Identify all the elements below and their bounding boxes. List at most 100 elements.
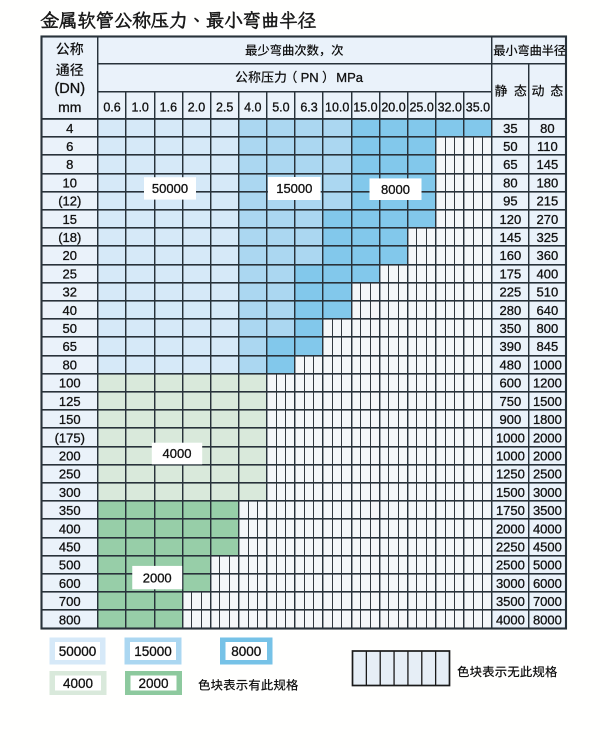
- svg-text:1000: 1000: [496, 448, 525, 463]
- svg-text:280: 280: [500, 303, 522, 318]
- svg-text:2.0: 2.0: [188, 101, 205, 115]
- svg-text:145: 145: [537, 157, 559, 172]
- svg-text:2000: 2000: [138, 676, 168, 691]
- svg-text:3500: 3500: [533, 503, 562, 518]
- svg-text:3000: 3000: [533, 485, 562, 500]
- svg-text:2500: 2500: [496, 558, 525, 573]
- svg-text:8000: 8000: [381, 182, 410, 197]
- svg-text:(12): (12): [58, 194, 81, 209]
- svg-text:3000: 3000: [496, 576, 525, 591]
- svg-text:800: 800: [59, 612, 81, 627]
- svg-text:800: 800: [537, 321, 559, 336]
- svg-text:6: 6: [66, 139, 73, 154]
- svg-text:4.0: 4.0: [244, 101, 261, 115]
- svg-text:175: 175: [500, 266, 522, 281]
- svg-text:PN: PN: [301, 70, 319, 85]
- svg-text:510: 510: [537, 285, 559, 300]
- svg-text:225: 225: [500, 285, 522, 300]
- svg-text:1750: 1750: [496, 503, 525, 518]
- svg-text:700: 700: [59, 594, 81, 609]
- svg-text:1800: 1800: [533, 412, 562, 427]
- svg-text:8000: 8000: [231, 644, 261, 659]
- svg-text:600: 600: [59, 576, 81, 591]
- svg-text:32: 32: [63, 285, 77, 300]
- svg-text:5.0: 5.0: [272, 101, 289, 115]
- svg-text:1.6: 1.6: [160, 101, 177, 115]
- svg-text:10.0: 10.0: [325, 101, 349, 115]
- svg-text:8: 8: [66, 157, 73, 172]
- svg-text:160: 160: [500, 248, 522, 263]
- svg-text:2000: 2000: [533, 448, 562, 463]
- svg-text:900: 900: [500, 412, 522, 427]
- svg-text:20: 20: [63, 248, 77, 263]
- svg-text:360: 360: [537, 248, 559, 263]
- svg-text:1200: 1200: [533, 376, 562, 391]
- svg-text:200: 200: [59, 448, 81, 463]
- svg-text:600: 600: [500, 376, 522, 391]
- svg-text:1250: 1250: [496, 467, 525, 482]
- svg-text:7000: 7000: [533, 594, 562, 609]
- svg-text:50000: 50000: [59, 644, 97, 659]
- svg-text:20.0: 20.0: [381, 101, 405, 115]
- svg-text:250: 250: [59, 467, 81, 482]
- svg-text:2.5: 2.5: [216, 101, 233, 115]
- svg-text:400: 400: [537, 266, 559, 281]
- svg-text:100: 100: [59, 376, 81, 391]
- svg-text:25: 25: [63, 266, 77, 281]
- svg-text:(175): (175): [55, 430, 85, 445]
- svg-text:2000: 2000: [143, 570, 172, 585]
- svg-text:50000: 50000: [152, 181, 188, 196]
- svg-text:40: 40: [63, 303, 77, 318]
- svg-text:110: 110: [537, 139, 558, 154]
- svg-text:50: 50: [503, 139, 517, 154]
- svg-text:215: 215: [537, 194, 559, 209]
- svg-text:145: 145: [500, 230, 522, 245]
- svg-text:120: 120: [500, 212, 522, 227]
- svg-text:4000: 4000: [496, 612, 525, 627]
- svg-text:2250: 2250: [496, 539, 525, 554]
- svg-text:845: 845: [537, 339, 559, 354]
- svg-text:10: 10: [63, 175, 77, 190]
- svg-text:450: 450: [59, 539, 81, 554]
- svg-text:270: 270: [537, 212, 559, 227]
- svg-text:32.0: 32.0: [438, 101, 462, 115]
- svg-text:4: 4: [66, 121, 73, 136]
- svg-text:35.0: 35.0: [466, 101, 490, 115]
- svg-text:8000: 8000: [533, 612, 562, 627]
- svg-text:80: 80: [63, 357, 77, 372]
- svg-text:1000: 1000: [533, 357, 562, 372]
- svg-text:65: 65: [63, 339, 77, 354]
- svg-text:125: 125: [59, 394, 81, 409]
- svg-text:4000: 4000: [63, 676, 93, 691]
- svg-text:1000: 1000: [496, 430, 525, 445]
- svg-text:6000: 6000: [533, 576, 562, 591]
- svg-text:325: 325: [537, 230, 559, 245]
- svg-text:15.0: 15.0: [353, 101, 377, 115]
- svg-text:390: 390: [500, 339, 522, 354]
- svg-text:180: 180: [537, 175, 559, 190]
- svg-text:25.0: 25.0: [409, 101, 433, 115]
- svg-text:2500: 2500: [533, 467, 562, 482]
- svg-text:50: 50: [63, 321, 77, 336]
- svg-text:1500: 1500: [533, 394, 562, 409]
- svg-text:500: 500: [59, 558, 81, 573]
- svg-text:6.3: 6.3: [300, 101, 317, 115]
- svg-text:480: 480: [500, 357, 522, 372]
- svg-text:2000: 2000: [533, 430, 562, 445]
- svg-text:(18): (18): [58, 230, 81, 245]
- svg-text:35: 35: [503, 121, 517, 136]
- svg-text:4000: 4000: [533, 521, 562, 536]
- svg-text:350: 350: [59, 503, 81, 518]
- svg-text:300: 300: [59, 485, 81, 500]
- svg-text:80: 80: [503, 175, 517, 190]
- svg-text:400: 400: [59, 521, 81, 536]
- svg-text:750: 750: [500, 394, 522, 409]
- svg-text:15000: 15000: [134, 644, 172, 659]
- svg-text:80: 80: [540, 121, 554, 136]
- svg-text:mm: mm: [58, 99, 81, 115]
- svg-text:15: 15: [63, 212, 77, 227]
- svg-text:640: 640: [537, 303, 559, 318]
- svg-text:5000: 5000: [533, 558, 562, 573]
- svg-text:150: 150: [59, 412, 81, 427]
- svg-text:65: 65: [503, 157, 517, 172]
